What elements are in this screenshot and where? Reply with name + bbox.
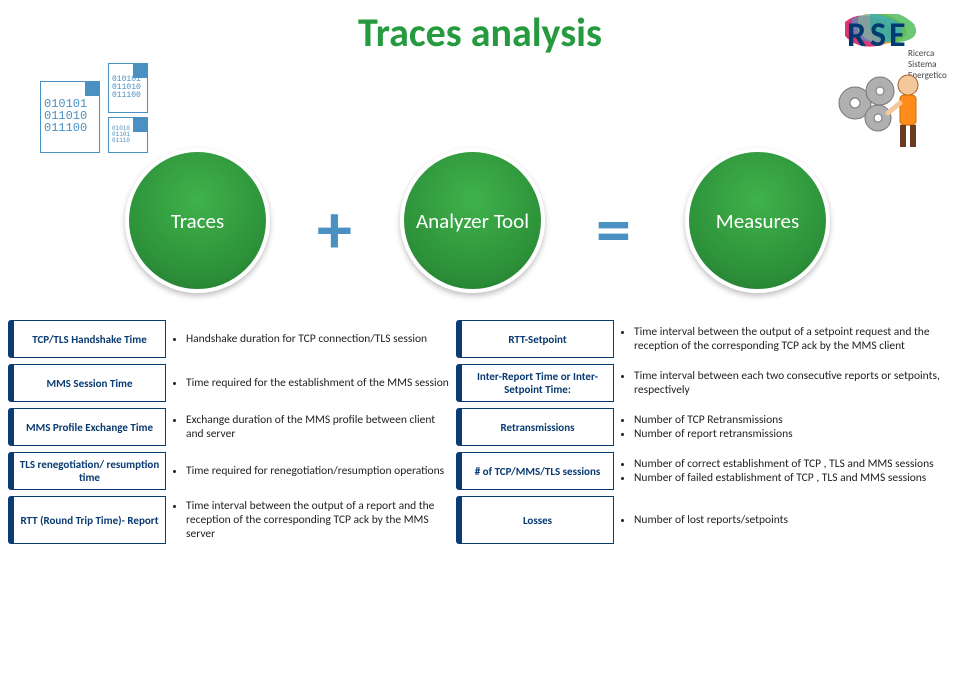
left-desc: Time required for renegotiation/resumpti…: [166, 452, 456, 490]
left-label: TCP/TLS Handshake Time: [8, 320, 166, 358]
grid-row: TLS renegotiation/ resumption time Time r…: [8, 452, 952, 490]
desc-bullet: Number of report retransmissions: [634, 427, 946, 441]
grid-row: MMS Profile Exchange Time Exchange durati…: [8, 408, 952, 446]
right-desc: Time interval between each two consecuti…: [614, 364, 952, 402]
equals-icon: =: [596, 186, 631, 272]
gears-cartoon-icon: [830, 63, 930, 158]
desc-bullet: Number of TCP Retransmissions: [634, 413, 946, 427]
documents-icon: 010101 011010 011100 010101 011010 01110…: [40, 63, 170, 153]
right-desc: Number of correct establishment of TCP ,…: [614, 452, 952, 490]
left-label: TLS renegotiation/ resumption time: [8, 452, 166, 490]
desc-bullet: Time interval between each two consecuti…: [634, 369, 946, 397]
right-desc: Time interval between the output of a se…: [614, 320, 952, 358]
flow-circle-measures: Measures: [685, 148, 830, 293]
plus-icon: +: [317, 186, 352, 272]
left-desc: Exchange duration of the MMS profile bet…: [166, 408, 456, 446]
svg-text:Ricerca: Ricerca: [908, 48, 934, 59]
left-desc: Time interval between the output of a re…: [166, 496, 456, 544]
desc-bullet: Exchange duration of the MMS profile bet…: [186, 413, 450, 441]
desc-bullet: Number of failed establishment of TCP , …: [634, 471, 946, 485]
grid-row: RTT (Round Trip Time)- Report Time interv…: [8, 496, 952, 544]
page-title: Traces analysis: [0, 8, 960, 57]
desc-bullet: Time required for the establishment of t…: [186, 376, 450, 390]
grid-row: MMS Session Time Time required for the es…: [8, 364, 952, 402]
left-label: RTT (Round Trip Time)- Report: [8, 496, 166, 544]
svg-text:R: R: [847, 15, 866, 56]
flow-circle-traces: Traces: [125, 148, 270, 293]
right-desc: Number of TCP RetransmissionsNumber of r…: [614, 408, 952, 446]
desc-bullet: Number of correct establishment of TCP ,…: [634, 457, 946, 471]
desc-bullet: Handshake duration for TCP connection/TL…: [186, 332, 450, 346]
right-desc: Number of lost reports/setpoints: [614, 496, 952, 544]
left-desc: Handshake duration for TCP connection/TL…: [166, 320, 456, 358]
desc-bullet: Time interval between the output of a se…: [634, 325, 946, 353]
desc-bullet: Time interval between the output of a re…: [186, 499, 450, 541]
flow-diagram: Traces + Analyzer Tool = Measures: [40, 148, 920, 308]
mid-label: Inter-Report Time or Inter-Setpoint Time…: [456, 364, 614, 402]
flow-circle-analyzer: Analyzer Tool: [400, 148, 545, 293]
mid-label: Losses: [456, 496, 614, 544]
left-desc: Time required for the establishment of t…: [166, 364, 456, 402]
grid-row: TCP/TLS Handshake Time Handshake duration…: [8, 320, 952, 358]
left-label: MMS Session Time: [8, 364, 166, 402]
measures-grid: TCP/TLS Handshake Time Handshake duration…: [8, 320, 952, 550]
svg-text:S: S: [870, 15, 886, 56]
mid-label: Retransmissions: [456, 408, 614, 446]
desc-bullet: Time required for renegotiation/resumpti…: [186, 464, 450, 478]
mid-label: RTT-Setpoint: [456, 320, 614, 358]
desc-bullet: Number of lost reports/setpoints: [634, 513, 946, 527]
left-label: MMS Profile Exchange Time: [8, 408, 166, 446]
svg-text:E: E: [889, 15, 906, 56]
mid-label: # of TCP/MMS/TLS sessions: [456, 452, 614, 490]
